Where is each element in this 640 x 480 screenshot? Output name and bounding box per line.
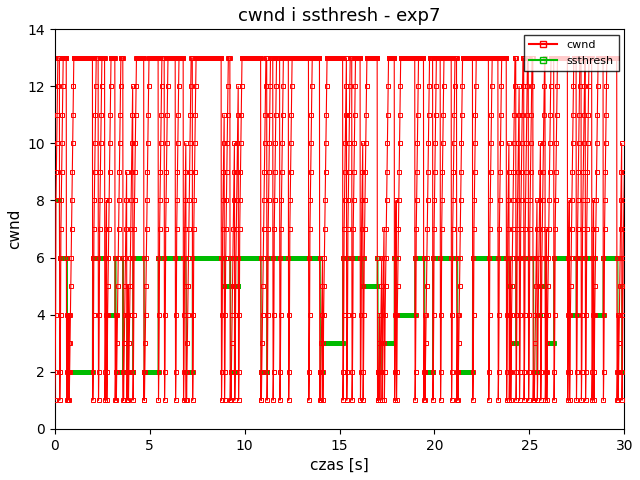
ssthresh	[240, 255, 248, 261]
ssthresh	[86, 369, 94, 374]
cwnd	[51, 397, 59, 403]
Title: cwnd i ssthresh - exp7: cwnd i ssthresh - exp7	[238, 7, 441, 25]
Legend: cwnd, ssthresh: cwnd, ssthresh	[524, 35, 619, 72]
X-axis label: czas [s]: czas [s]	[310, 458, 369, 473]
cwnd	[54, 55, 61, 60]
cwnd	[321, 255, 328, 261]
cwnd	[611, 55, 619, 60]
Line: cwnd: cwnd	[52, 55, 627, 403]
ssthresh	[620, 283, 628, 289]
cwnd	[86, 55, 94, 60]
ssthresh	[611, 255, 619, 261]
cwnd	[577, 55, 585, 60]
ssthresh	[64, 369, 72, 374]
cwnd	[240, 55, 248, 60]
ssthresh	[577, 255, 585, 261]
ssthresh	[321, 340, 328, 346]
Line: ssthresh: ssthresh	[52, 198, 627, 374]
cwnd	[333, 55, 340, 60]
ssthresh	[333, 340, 340, 346]
cwnd	[620, 169, 628, 175]
Y-axis label: cwnd: cwnd	[7, 209, 22, 249]
ssthresh	[51, 198, 59, 204]
